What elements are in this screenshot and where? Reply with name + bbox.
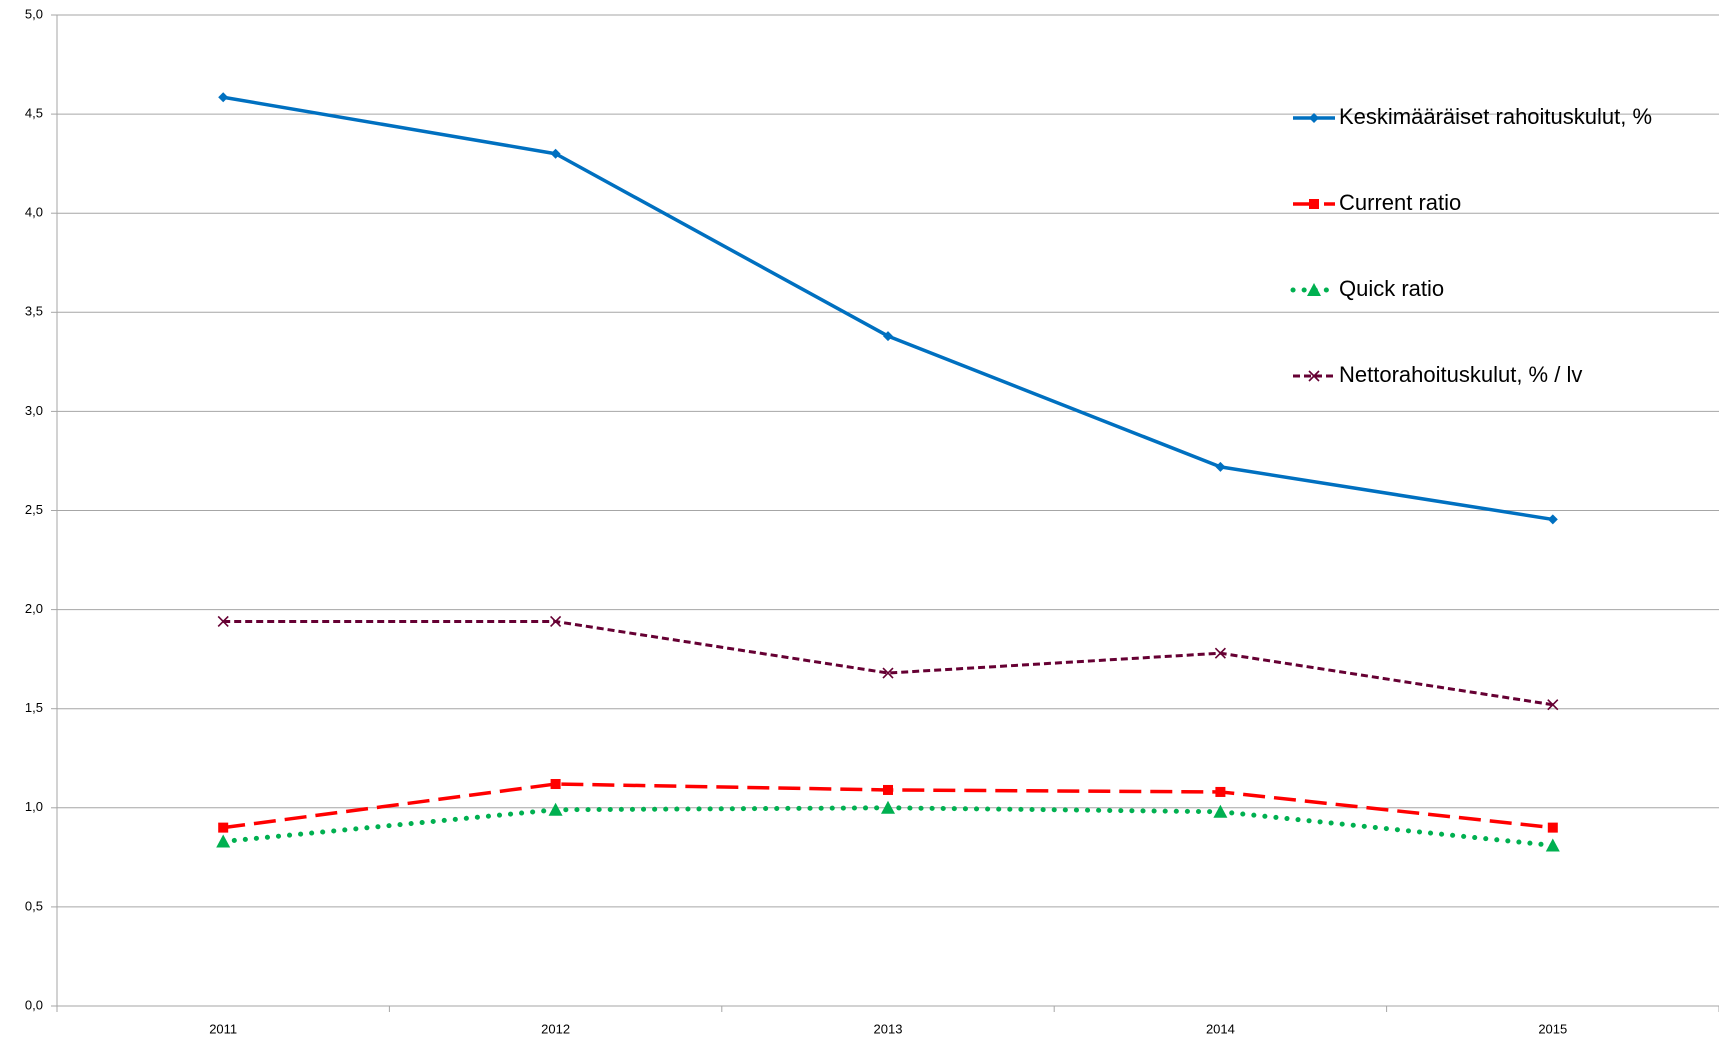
- series-line: [223, 619, 1554, 707]
- y-tick-label: 0,5: [25, 898, 43, 913]
- x-tick-label: 2013: [874, 1021, 903, 1036]
- data-point: [1215, 461, 1226, 472]
- data-point: [550, 615, 562, 628]
- x-tick-label: 2014: [1206, 1021, 1235, 1036]
- y-tick-label: 1,0: [25, 799, 43, 814]
- x-tick-label: 2015: [1538, 1021, 1567, 1036]
- data-point: [1545, 838, 1560, 852]
- data-point: [550, 779, 561, 790]
- data-point: [882, 667, 894, 679]
- y-tick-label: 5,0: [25, 6, 43, 21]
- data-point: [218, 92, 229, 103]
- data-point: [883, 784, 893, 795]
- x-tick-label: 2012: [541, 1021, 570, 1036]
- legend-label: Keskimääräiset rahoituskulut, %: [1339, 104, 1652, 129]
- y-tick-label: 4,0: [25, 205, 43, 220]
- data-point: [881, 800, 895, 814]
- y-tick-label: 0,0: [25, 997, 43, 1012]
- y-tick-label: 3,0: [25, 403, 43, 418]
- data-point: [218, 822, 229, 833]
- y-tick-label: 2,0: [25, 601, 43, 616]
- y-tick-label: 2,5: [25, 502, 43, 517]
- legend-marker: [1309, 113, 1319, 123]
- data-point: [217, 615, 229, 628]
- legend-marker: [1308, 370, 1320, 382]
- data-point: [1215, 786, 1226, 797]
- legend-label: Nettorahoituskulut, % / lv: [1339, 362, 1582, 387]
- x-tick-label: 2011: [209, 1021, 237, 1036]
- data-point: [216, 834, 231, 848]
- data-point: [1213, 804, 1228, 818]
- data-point: [883, 331, 893, 342]
- legend-label: Quick ratio: [1339, 276, 1444, 301]
- data-point: [1547, 822, 1558, 833]
- y-tick-label: 1,5: [25, 700, 43, 715]
- data-point: [1547, 699, 1559, 711]
- y-tick-label: 3,5: [25, 304, 43, 319]
- legend-marker: [1307, 283, 1321, 296]
- data-point: [1214, 647, 1226, 659]
- y-tick-label: 4,5: [25, 106, 43, 121]
- data-point: [550, 148, 561, 159]
- legend-marker: [1309, 199, 1319, 209]
- legend-label: Current ratio: [1339, 190, 1461, 215]
- data-point: [1547, 514, 1558, 525]
- series-line: [222, 95, 1554, 522]
- data-point: [548, 802, 563, 816]
